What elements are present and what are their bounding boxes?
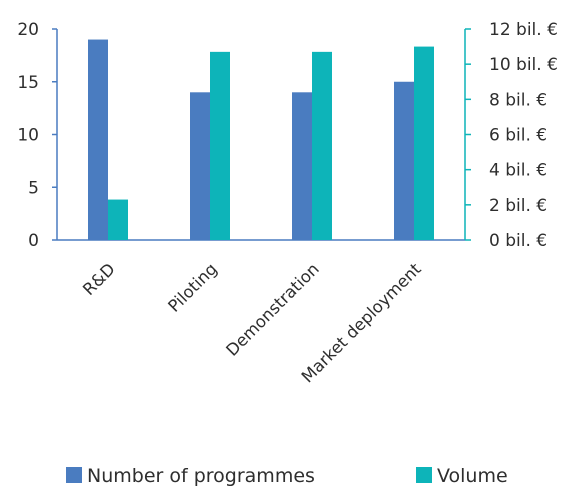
legend-label: Volume [437,465,508,487]
bar-programmes [190,92,210,240]
legend: Number of programmes Volume [66,465,508,487]
left-tick-label: 20 [17,20,39,40]
right-tick-label: 2 bil. € [489,196,547,216]
left-tick-label: 0 [28,231,39,251]
left-tick-label: 10 [17,126,39,146]
bar-volume [108,199,128,240]
category-label: Demonstration [222,259,322,359]
bar-volume [312,51,332,240]
category-label: R&D [79,259,119,299]
right-y-axis: 0 bil. € 2 bil. € 4 bil. € 6 bil. € 8 bil. €… [464,20,558,251]
right-tick-label: 6 bil. € [489,126,547,146]
legend-label: Number of programmes [87,465,315,487]
legend-swatch [416,467,432,483]
right-tick-label: 12 bil. € [489,20,558,40]
bar-volume [414,46,434,241]
bar-programmes [394,81,414,240]
bar-programmes [292,92,312,240]
bar-programmes [88,39,108,240]
right-tick-label: 10 bil. € [489,55,558,75]
legend-swatch [66,467,82,483]
category-label: Piloting [164,259,220,315]
right-tick-label: 4 bil. € [489,161,547,181]
bar-volume [210,51,230,240]
bars [88,39,434,241]
left-tick-label: 5 [28,178,39,198]
right-tick-label: 0 bil. € [489,231,547,251]
left-tick-label: 15 [17,73,39,93]
right-tick-label: 8 bil. € [489,90,547,110]
